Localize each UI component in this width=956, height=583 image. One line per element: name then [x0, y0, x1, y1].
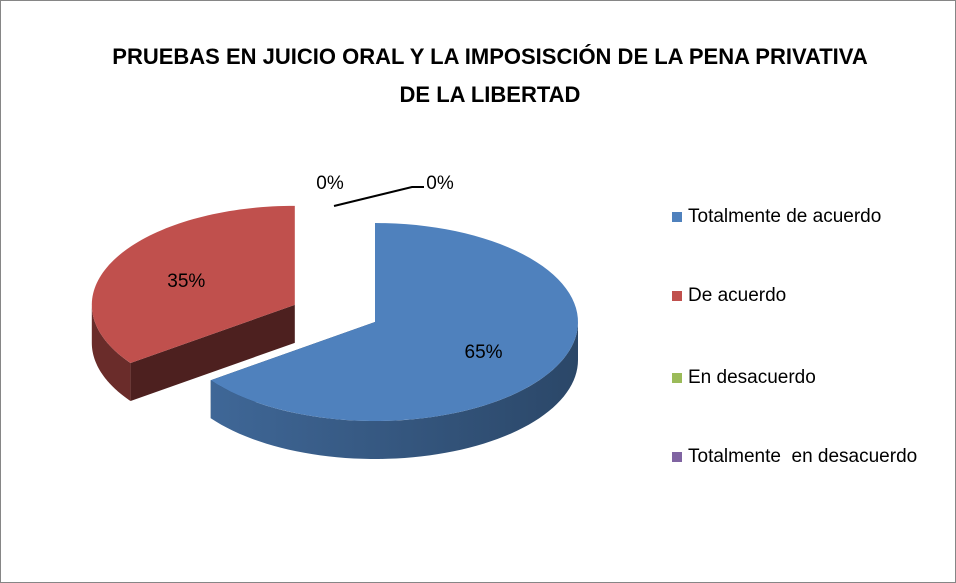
legend-label: En desacuerdo	[688, 367, 816, 388]
data-label: 35%	[167, 271, 205, 292]
legend-swatch	[672, 291, 682, 301]
legend-swatch	[672, 212, 682, 222]
legend-label: De acuerdo	[688, 285, 787, 306]
pie-slice-side	[130, 304, 295, 402]
legend-label: Totalmente de acuerdo	[688, 206, 882, 227]
leader-line	[333, 186, 424, 207]
pie-slice-top	[210, 223, 578, 421]
data-label: 65%	[465, 342, 503, 363]
legend-swatch	[672, 373, 682, 383]
pie-slice	[91, 205, 295, 402]
data-label: 0%	[426, 173, 454, 194]
pie-slice-wall	[91, 304, 131, 402]
pie-slice-top	[91, 205, 295, 364]
chart-title: PRUEBAS EN JUICIO ORAL Y LA IMPOSISCIÓN …	[112, 44, 868, 107]
data-label: 0%	[316, 173, 344, 194]
legend-swatch	[672, 452, 682, 462]
pie-slice-wall	[210, 322, 579, 459]
legend-label: Totalmente en desacuerdo	[688, 446, 918, 467]
pie-slice	[210, 223, 579, 459]
